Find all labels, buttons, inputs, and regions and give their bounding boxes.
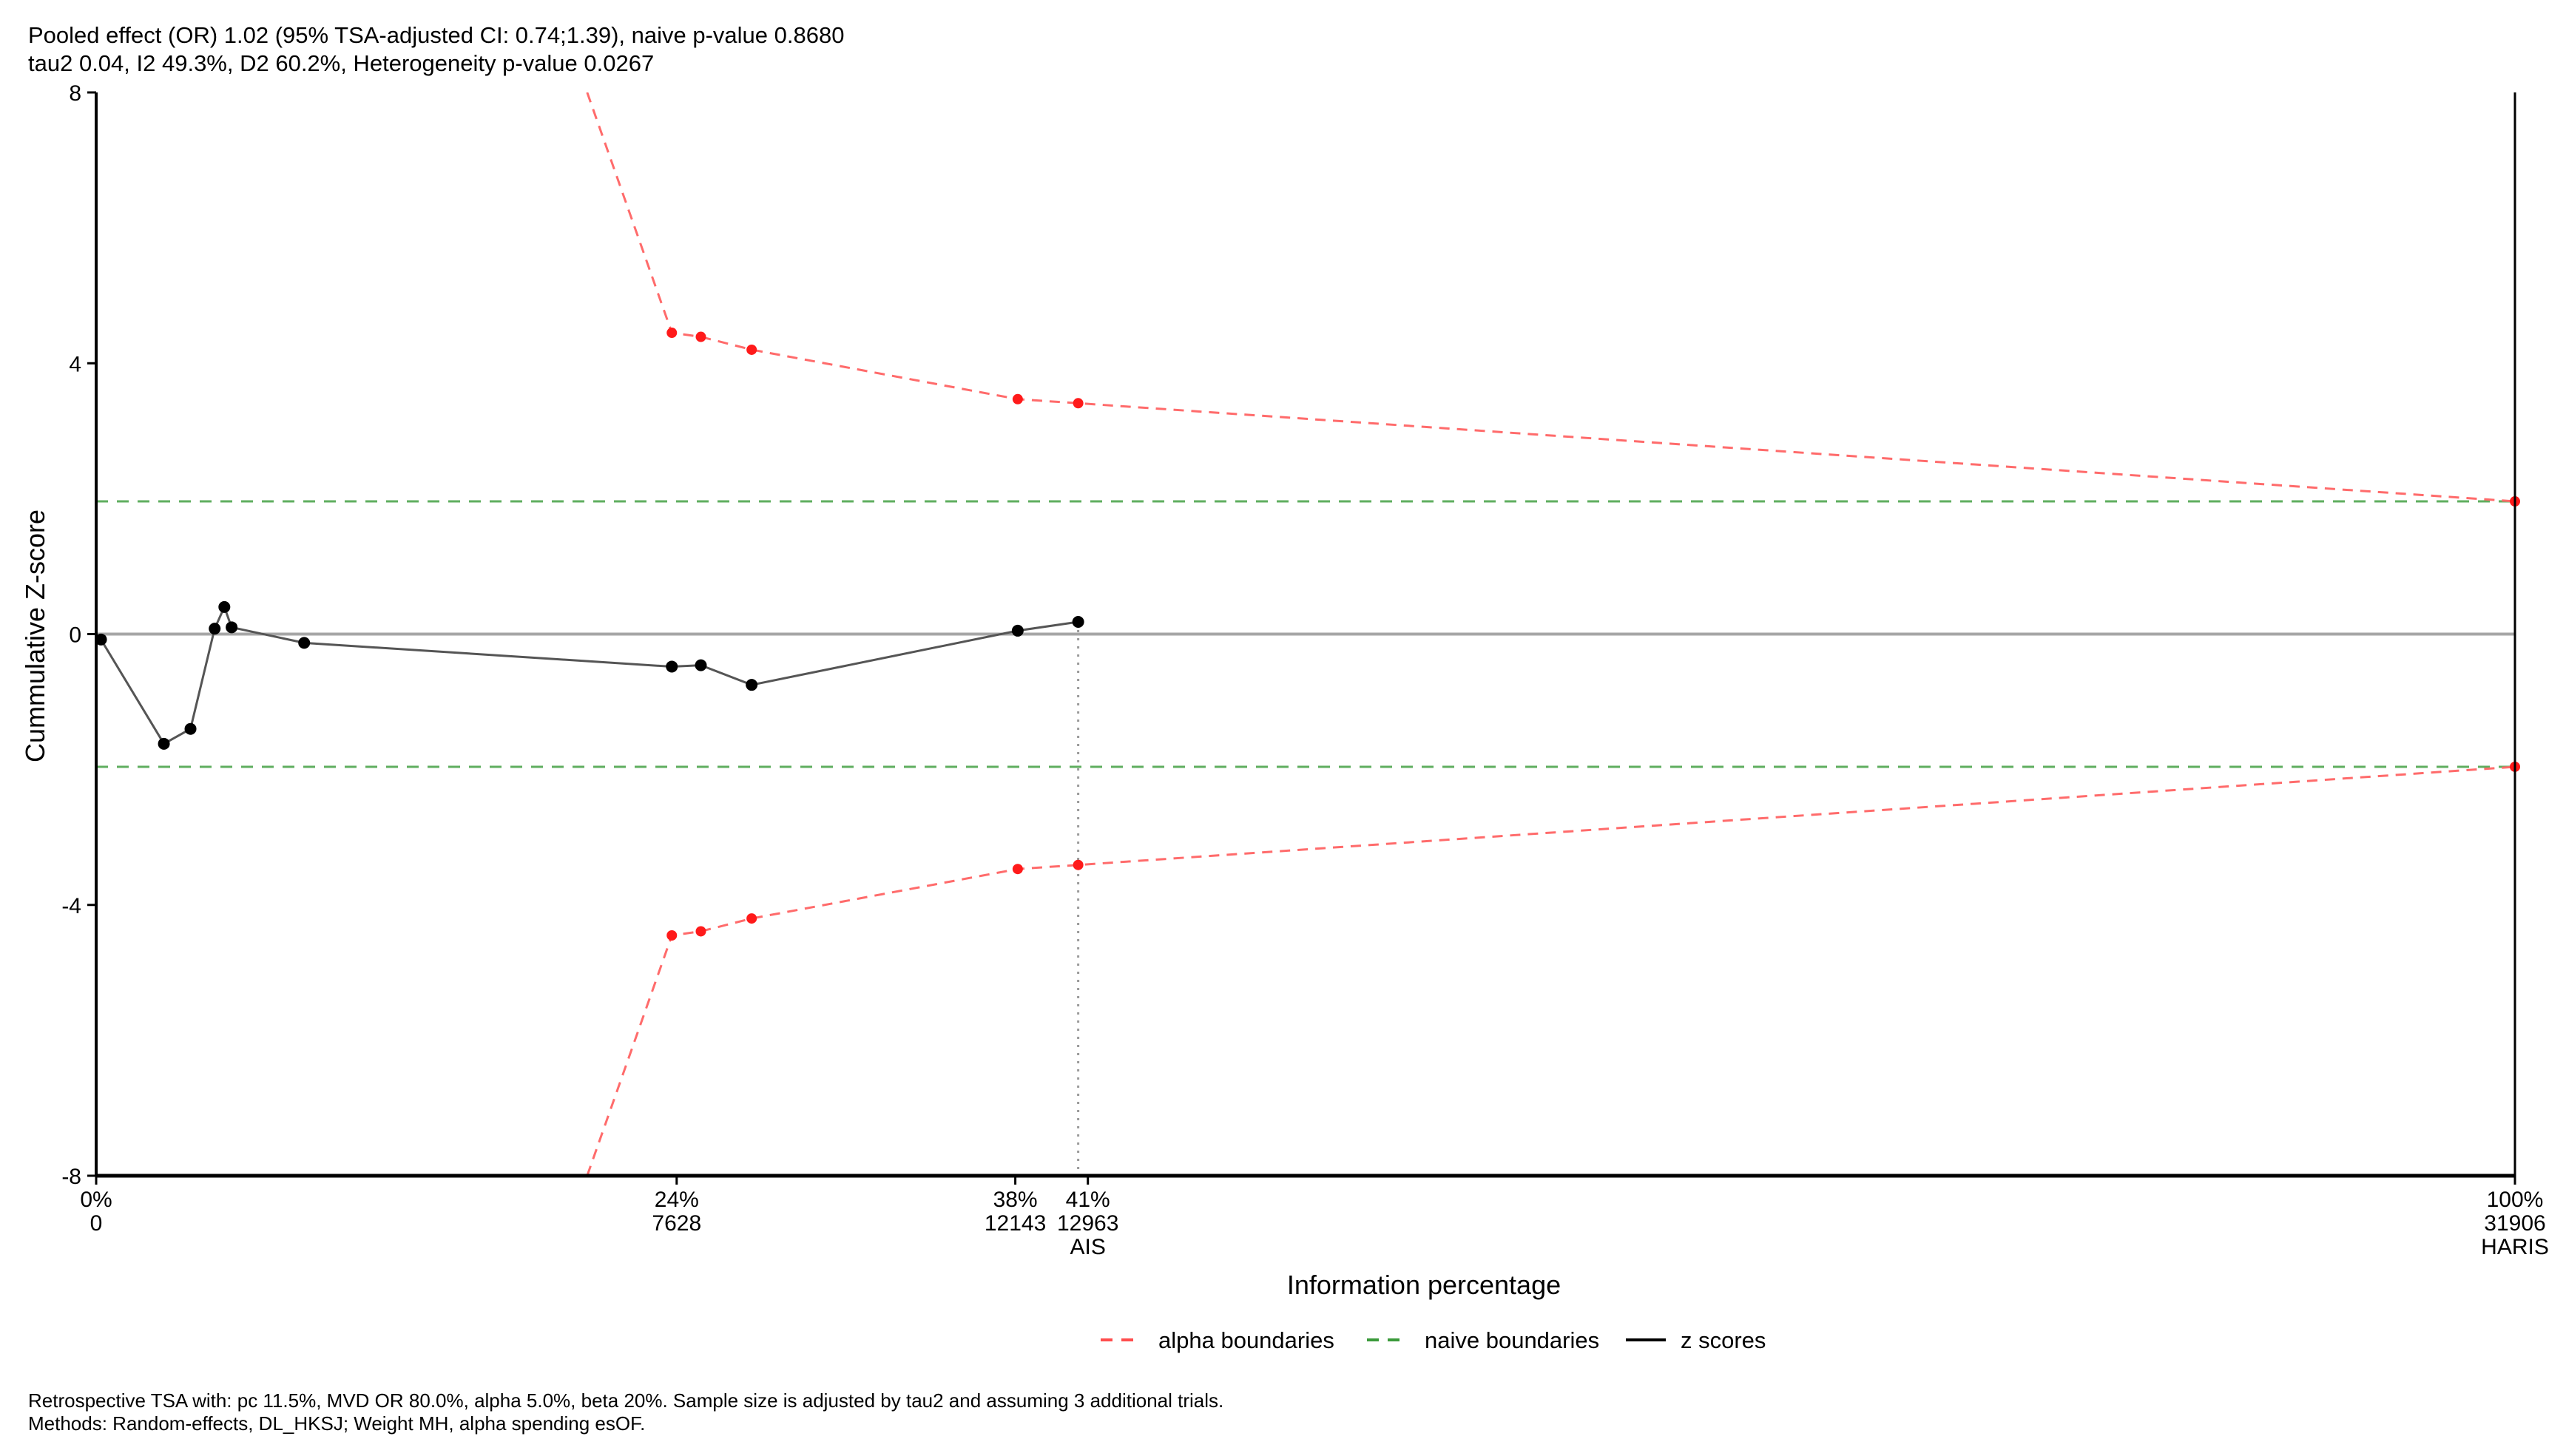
y-axis-label: Cummulative Z-score bbox=[20, 509, 50, 762]
x-tick-label-n: 31906 bbox=[2484, 1211, 2545, 1236]
z-score-point bbox=[666, 660, 678, 673]
z-score-point bbox=[1011, 624, 1024, 637]
footer-line-2: Methods: Random-effects, DL_HKSJ; Weight… bbox=[28, 1412, 645, 1435]
alpha-boundary-lower-point bbox=[695, 926, 706, 937]
y-tick-label: -8 bbox=[61, 1165, 81, 1189]
x-tick-label-pct: 41% bbox=[1066, 1188, 1110, 1212]
z-score-point bbox=[695, 659, 707, 671]
x-tick-label-n: 7628 bbox=[652, 1211, 701, 1236]
x-tick-label-pct: 38% bbox=[993, 1188, 1038, 1212]
alpha-boundary-lower-point bbox=[1012, 864, 1023, 875]
header-line-1: Pooled effect (OR) 1.02 (95% TSA-adjuste… bbox=[28, 22, 844, 48]
alpha-boundary-lower-point bbox=[1073, 859, 1084, 870]
y-tick-label: 0 bbox=[69, 623, 81, 648]
alpha-boundary-lower-point bbox=[666, 930, 678, 941]
x-tick-label-pct: 24% bbox=[655, 1188, 699, 1212]
y-tick-label: 4 bbox=[69, 352, 81, 376]
x-tick-label-n: 0 bbox=[90, 1211, 103, 1236]
z-score-point bbox=[746, 679, 758, 691]
alpha-boundary-upper-point bbox=[695, 331, 706, 342]
plot-area: -8-40480%024%762838%1214341%12963AIS100%… bbox=[61, 81, 2549, 1259]
x-tick-label-n: 12963 bbox=[1057, 1211, 1118, 1236]
legend-label-alpha: alpha boundaries bbox=[1158, 1327, 1334, 1353]
alpha-boundary-upper-point bbox=[746, 344, 757, 355]
y-tick-label: 8 bbox=[69, 81, 81, 106]
alpha-boundary-lower-point bbox=[746, 913, 757, 924]
z-score-point bbox=[95, 633, 107, 646]
alpha-boundary-upper-point bbox=[666, 328, 678, 339]
header-line-2: tau2 0.04, I2 49.3%, D2 60.2%, Heterogen… bbox=[28, 50, 654, 76]
legend-label-z: z scores bbox=[1681, 1327, 1766, 1353]
z-score-point bbox=[226, 621, 238, 634]
x-tick-label-n: 12143 bbox=[985, 1211, 1046, 1236]
y-tick-label: -4 bbox=[61, 894, 81, 918]
legend: alpha boundaries naive boundaries z scor… bbox=[1101, 1327, 1766, 1353]
z-score-point bbox=[209, 623, 221, 635]
x-tick-label-extra: AIS bbox=[1070, 1235, 1106, 1259]
x-tick-label-extra: HARIS bbox=[2481, 1235, 2549, 1259]
footer-line-1: Retrospective TSA with: pc 11.5%, MVD OR… bbox=[28, 1389, 1223, 1412]
z-score-point bbox=[1072, 616, 1084, 629]
z-score-point bbox=[158, 737, 170, 750]
alpha-boundary-upper-point bbox=[1073, 398, 1084, 409]
alpha-boundary-upper-point bbox=[1012, 393, 1023, 404]
x-tick-label-pct: 100% bbox=[2487, 1188, 2544, 1212]
z-score-point bbox=[184, 722, 197, 735]
x-axis-label: Information percentage bbox=[1287, 1270, 1561, 1300]
legend-label-naive: naive boundaries bbox=[1425, 1327, 1599, 1353]
x-tick-label-pct: 0% bbox=[80, 1188, 112, 1212]
z-score-point bbox=[298, 637, 311, 649]
z-score-point bbox=[218, 600, 231, 613]
